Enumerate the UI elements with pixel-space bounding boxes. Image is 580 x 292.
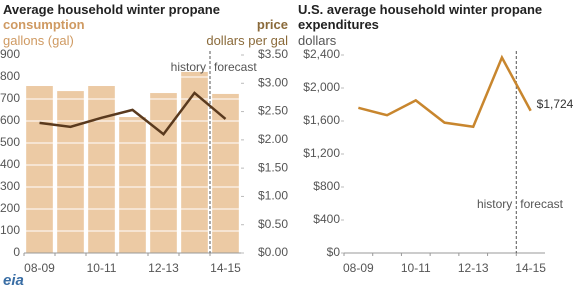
x-tick-label: 08-09	[343, 261, 374, 275]
line	[358, 54, 532, 129]
y2-tick-label: $0.00	[258, 245, 288, 259]
y-tick-label: 500	[0, 135, 20, 149]
y-axis-label: gallons (gal)	[3, 33, 74, 48]
y2-tick-label: $1.00	[258, 189, 288, 203]
x-tick-label: 10-11	[87, 261, 117, 275]
x-tick-label: 14-15	[210, 261, 241, 275]
x-tick-label: 12-13	[148, 261, 179, 275]
y2-axis-label: dollars per gal	[206, 33, 288, 48]
y2-tick-label: $0.50	[258, 217, 288, 231]
series-label: price	[256, 17, 288, 32]
y-axis-label: dollars	[298, 33, 337, 48]
y-tick-label: 400	[0, 157, 20, 171]
annotation: history	[171, 60, 206, 74]
y-tick-label: 300	[0, 179, 20, 193]
y2-tick-label: $1.50	[258, 160, 288, 174]
series-label: consumption	[3, 17, 85, 32]
y-tick-label: $800	[313, 179, 340, 193]
y2-tick-label: $2.50	[258, 104, 288, 118]
bar	[181, 71, 208, 253]
y-tick-label: 900	[0, 47, 20, 61]
y2-tick-label: $2.00	[258, 132, 288, 146]
y-tick-label: 100	[0, 223, 20, 237]
value-label: $1,724	[537, 97, 574, 111]
annotation: forecast	[520, 197, 563, 211]
x-tick-label: 14-15	[515, 261, 546, 275]
annotation: forecast	[214, 60, 257, 74]
y-tick-label: 200	[0, 201, 20, 215]
bar	[88, 86, 115, 254]
bar	[150, 93, 177, 253]
y-tick-label: 600	[0, 113, 20, 127]
y-tick-label: $2,400	[303, 47, 340, 61]
chart-title: U.S. average household winter propane ex…	[298, 2, 543, 32]
bar	[57, 91, 84, 253]
line	[39, 91, 227, 136]
y-tick-label: $1,200	[303, 146, 340, 160]
logo: eia	[3, 272, 24, 289]
y-tick-label: 700	[0, 91, 20, 105]
y-tick-label: 800	[0, 69, 20, 83]
x-tick-label: 10-11	[401, 261, 431, 275]
x-tick-label: 12-13	[458, 261, 489, 275]
y2-tick-label: $3.50	[258, 47, 288, 61]
y-tick-label: $2,000	[303, 80, 340, 94]
chart-title: Average household winter propane	[3, 2, 220, 17]
y-tick-label: $1,600	[303, 113, 340, 127]
bar	[212, 93, 239, 253]
y-tick-label: 0	[13, 245, 20, 259]
y-tick-label: $0	[327, 245, 341, 259]
y-tick-label: $400	[313, 212, 340, 226]
bar	[26, 86, 53, 254]
y2-tick-label: $3.00	[258, 75, 288, 89]
annotation: history	[477, 197, 512, 211]
x-tick-label: 08-09	[24, 261, 55, 275]
bar	[119, 117, 146, 253]
